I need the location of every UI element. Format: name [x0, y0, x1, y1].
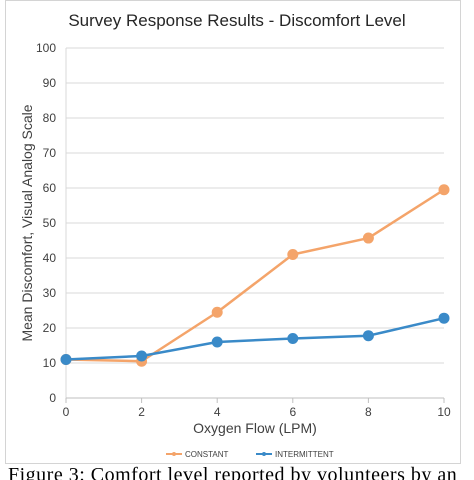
y-tick-label: 90 — [43, 76, 57, 90]
axes — [65, 48, 445, 403]
legend-marker — [262, 452, 266, 456]
legend: CONSTANT INTERMITTENT — [166, 450, 334, 459]
data-point-intermittent — [211, 336, 223, 348]
y-tick-label: 60 — [43, 181, 57, 195]
x-axis-label: Oxygen Flow (LPM) — [193, 420, 317, 436]
x-tick-label: 2 — [138, 405, 145, 419]
y-tick-label: 0 — [49, 391, 56, 405]
y-tick-labels: 0 10 20 30 40 50 60 70 80 90 100 — [36, 41, 56, 405]
data-point-constant — [362, 232, 374, 244]
chart-title: Survey Response Results - Discomfort Lev… — [68, 11, 406, 30]
y-axis-label: Mean Discomfort, Visual Analog Scale — [19, 104, 35, 341]
y-tick-label: 10 — [43, 356, 57, 370]
y-tick-label: 40 — [43, 251, 57, 265]
data-point-constant — [287, 249, 299, 260]
legend-label: INTERMITTENT — [275, 450, 334, 459]
legend-marker — [172, 452, 176, 456]
x-tick-label: 6 — [289, 405, 296, 419]
data-point-constant — [211, 306, 223, 318]
line-chart: 0 10 20 30 40 50 60 70 80 90 100 0 2 4 6 8 10 CONSTANT I… — [19, 41, 451, 459]
figure-caption: Figure 3: Comfort level reported by volu… — [8, 464, 458, 480]
series-lines — [60, 184, 450, 367]
data-point-intermittent — [60, 354, 72, 365]
y-tick-label: 80 — [43, 111, 57, 125]
data-point-intermittent — [287, 333, 299, 344]
legend-label: CONSTANT — [185, 450, 229, 459]
y-tick-label: 30 — [43, 286, 57, 300]
x-tick-label: 8 — [365, 405, 372, 419]
x-tick-labels: 0 2 4 6 8 10 — [63, 405, 451, 419]
x-tick-label: 0 — [63, 405, 70, 419]
x-tick-label: 4 — [214, 405, 221, 419]
y-tick-label: 50 — [43, 216, 57, 230]
gridlines — [66, 47, 444, 364]
chart-frame — [5, 0, 461, 464]
y-tick-label: 20 — [43, 321, 57, 335]
series-line-intermittent — [65, 316, 445, 361]
y-tick-label: 100 — [36, 41, 56, 55]
data-point-intermittent — [136, 350, 148, 362]
data-point-intermittent — [438, 312, 450, 324]
x-tick-label: 10 — [437, 405, 451, 419]
data-point-constant — [438, 184, 450, 196]
data-point-intermittent — [362, 330, 374, 342]
series-line-constant — [65, 188, 445, 363]
y-tick-label: 70 — [43, 146, 57, 160]
